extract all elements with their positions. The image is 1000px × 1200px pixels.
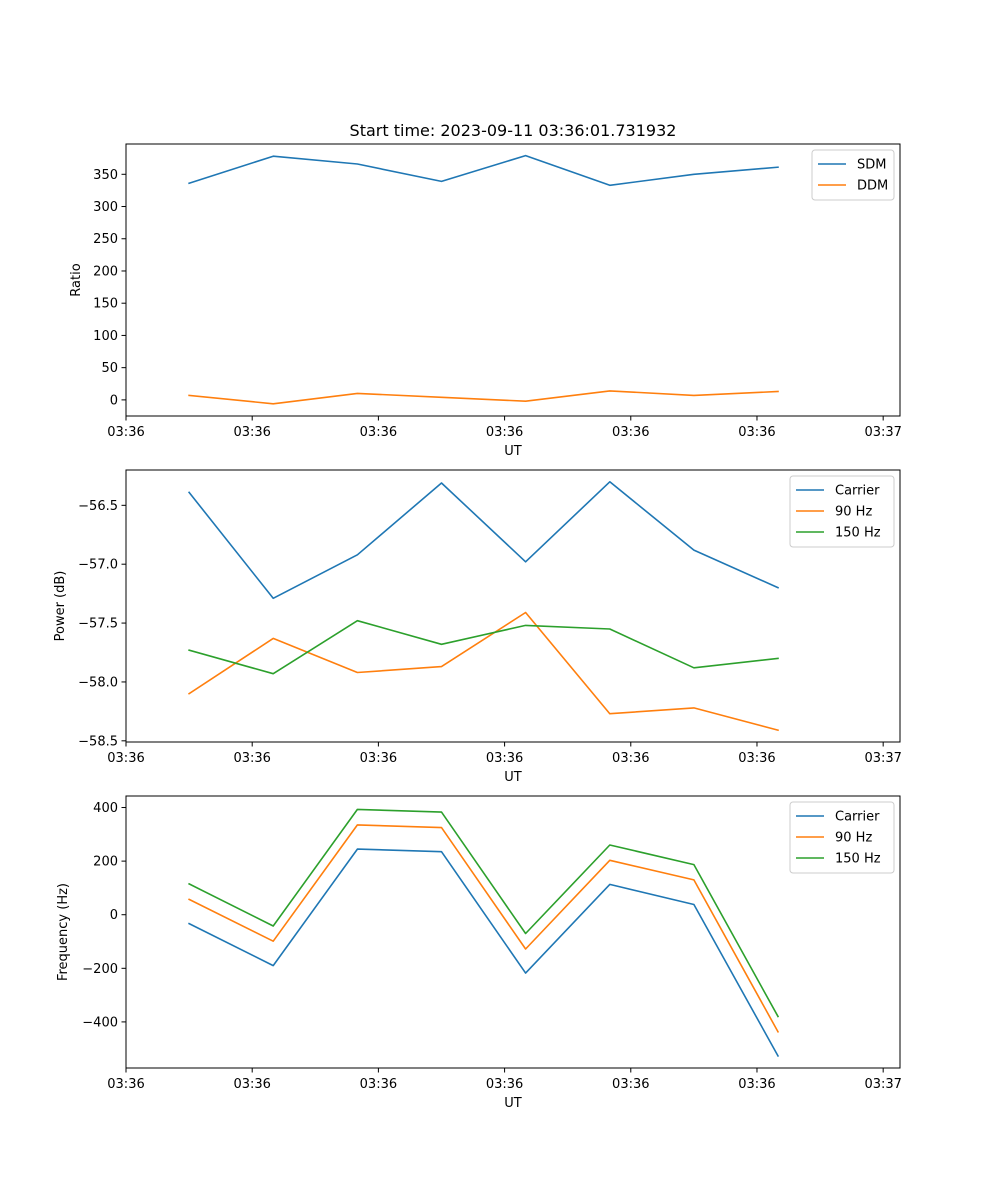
axes-frame: [125, 795, 901, 1069]
legend: Carrier 90 Hz 150 Hz: [789, 801, 895, 874]
y-tick-label: 50: [101, 361, 118, 376]
y-tick-label: 0: [110, 393, 118, 408]
x-tick-label: 03:36: [233, 751, 270, 766]
legend-box: [789, 801, 895, 874]
panels: 03:36 03:36 03:36 03:36 03:36 03:36 03:37 0 50 10…: [53, 121, 902, 1111]
x-tick-label: 03:36: [486, 425, 523, 440]
legend-entry: Carrier: [835, 810, 880, 825]
y-axis-label: Power (dB): [53, 571, 68, 642]
y-tick-label: −200: [82, 962, 118, 977]
legend: SDM DDM: [811, 149, 895, 201]
y-tick-label: −57.0: [78, 558, 118, 573]
x-tick-label: 03:36: [486, 1077, 523, 1092]
x-tick-label: 03:37: [864, 751, 901, 766]
x-tick-label: 03:36: [360, 1077, 397, 1092]
x-axis-label: UT: [504, 444, 522, 459]
y-tick-label: −400: [82, 1015, 118, 1030]
x-tick-label: 03:36: [486, 751, 523, 766]
x-tick-label: 03:36: [233, 425, 270, 440]
x-tick-label: 03:36: [107, 425, 144, 440]
y-tick-label: −58.0: [78, 675, 118, 690]
y-tick-label: 300: [93, 200, 118, 215]
y-tick-label: 250: [93, 232, 118, 247]
legend-entry: SDM: [857, 158, 886, 173]
y-tick-label: −58.5: [78, 734, 118, 749]
legend-entry: 150 Hz: [835, 852, 881, 867]
x-tick-label: 03:36: [612, 1077, 649, 1092]
legend-entry: 150 Hz: [835, 526, 881, 541]
series-line-90-hz: [188, 824, 780, 1033]
y-tick-label: −56.5: [78, 499, 118, 514]
legend-entry: Carrier: [835, 484, 880, 499]
y-axis-label: Ratio: [69, 263, 84, 296]
x-tick-label: 03:37: [864, 425, 901, 440]
legend-box: [789, 475, 895, 548]
y-tick-label: 350: [93, 168, 118, 183]
x-tick-label: 03:36: [233, 1077, 270, 1092]
y-tick-label: 200: [93, 855, 118, 870]
x-tick-label: 03:36: [612, 751, 649, 766]
axes-frame: [125, 143, 901, 417]
panel-3: 03:36 03:36 03:36 03:36 03:36 03:36 03:37 −400 −…: [56, 795, 902, 1111]
y-tick-label: 0: [110, 908, 118, 923]
x-axis-label: UT: [504, 770, 522, 785]
legend-entry: DDM: [857, 179, 888, 194]
panel-2: 03:36 03:36 03:36 03:36 03:36 03:36 03:37 −58.5…: [53, 469, 902, 785]
legend-entry: 90 Hz: [835, 505, 872, 520]
x-axis-label: UT: [504, 1096, 522, 1111]
x-tick-label: 03:36: [107, 751, 144, 766]
series-line-carrier: [188, 848, 780, 1057]
series-line-ddm: [188, 390, 779, 405]
x-tick-label: 03:36: [107, 1077, 144, 1092]
axes-frame: [125, 469, 901, 743]
y-tick-label: 400: [93, 801, 118, 816]
panel-1: 03:36 03:36 03:36 03:36 03:36 03:36 03:37 0 50 10…: [69, 121, 902, 459]
y-tick-label: 200: [93, 264, 118, 279]
chart-title: Start time: 2023-09-11 03:36:01.731932: [350, 121, 677, 140]
x-tick-label: 03:36: [360, 751, 397, 766]
x-tick-label: 03:37: [864, 1077, 901, 1092]
legend: Carrier 90 Hz 150 Hz: [789, 475, 895, 548]
series-line-150-hz: [188, 619, 779, 675]
legend-box: [811, 149, 895, 201]
series-line-carrier: [187, 480, 780, 600]
series-line-sdm: [188, 154, 779, 187]
series-line-90-hz: [187, 611, 779, 732]
x-tick-label: 03:36: [738, 425, 775, 440]
x-tick-label: 03:36: [738, 1077, 775, 1092]
x-tick-label: 03:36: [360, 425, 397, 440]
series-line-150-hz: [188, 808, 780, 1018]
y-axis-label: Frequency (Hz): [56, 883, 71, 981]
x-tick-label: 03:36: [738, 751, 775, 766]
y-tick-label: 150: [93, 297, 118, 312]
y-tick-label: 100: [93, 329, 118, 344]
y-tick-label: −57.5: [78, 617, 118, 632]
x-tick-label: 03:36: [612, 425, 649, 440]
legend-entry: 90 Hz: [835, 831, 872, 846]
